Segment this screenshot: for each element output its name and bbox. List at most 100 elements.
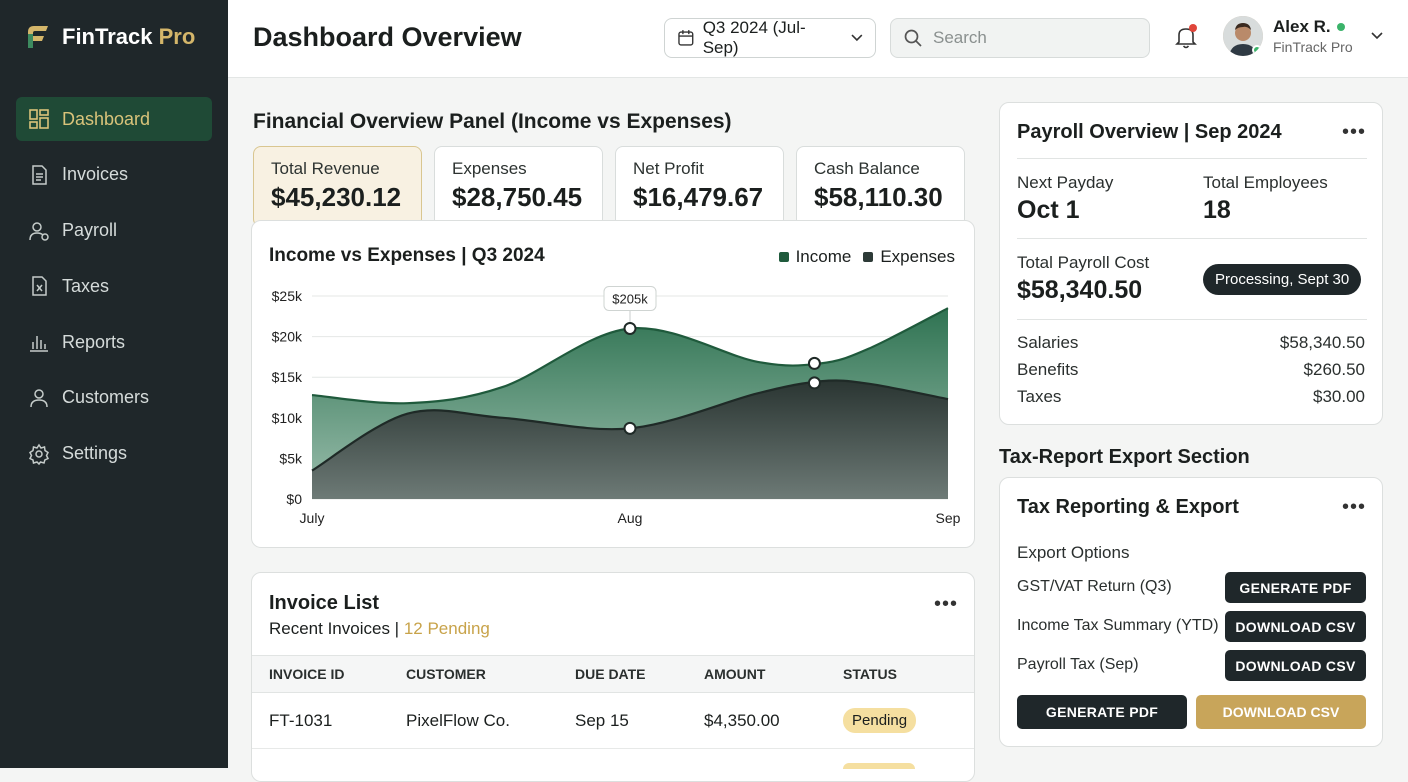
status-dot-icon [1336, 23, 1345, 31]
more-options-icon[interactable]: ••• [934, 593, 959, 615]
y-tick-label: $10k [272, 410, 303, 426]
data-point-marker [807, 356, 821, 370]
stat-value: $58,110.30 [814, 182, 943, 212]
legend-item-income[interactable]: Income [778, 247, 852, 267]
sidebar-item-label: Taxes [62, 275, 110, 296]
invoice-icon [32, 165, 47, 185]
area-chart: $25k $20k $15k $10k $5k $0 July Aug Sep $205k [272, 285, 961, 526]
table-row[interactable]: FT-1031 PixelFlow Co. Sep 15 $4,350.00 P… [252, 693, 974, 749]
column-header[interactable]: DUE DATE [575, 666, 646, 682]
search-box[interactable] [890, 18, 1150, 58]
stat-label: Expenses [452, 159, 527, 178]
chevron-down-icon [851, 34, 863, 42]
column-header[interactable]: AMOUNT [704, 666, 766, 682]
data-point-marker [623, 321, 637, 335]
sidebar-item-label: Dashboard [62, 108, 151, 129]
data-point-marker [623, 421, 637, 435]
y-tick-label: $20k [272, 329, 303, 345]
next-payday-label: Next Payday [1017, 173, 1114, 192]
divider [1017, 158, 1367, 159]
payroll-cost-label: Total Payroll Cost [1017, 253, 1150, 272]
stat-value: $16,479.67 [633, 182, 764, 212]
brand-logo[interactable]: FinTrack Pro [24, 22, 195, 52]
sidebar-item-taxes[interactable]: Taxes [16, 264, 212, 308]
tax-export-card: Tax Reporting & Export ••• Export Option… [999, 477, 1383, 747]
stat-cash-balance[interactable]: Cash Balance $58,110.30 [796, 146, 965, 227]
chevron-down-icon [1371, 32, 1383, 40]
payroll-line-value: $30.00 [1313, 387, 1365, 406]
sidebar-item-dashboard[interactable]: Dashboard [16, 97, 212, 141]
notifications-button[interactable] [1174, 24, 1198, 50]
y-tick-label: $15k [272, 369, 303, 385]
stat-total-revenue[interactable]: Total Revenue $45,230.12 [253, 146, 422, 227]
sidebar-item-settings[interactable]: Settings [16, 432, 212, 476]
stat-expenses[interactable]: Expenses $28,750.45 [434, 146, 603, 227]
invoice-list-title: Invoice List [269, 592, 380, 614]
download-csv-button[interactable]: DOWNLOAD CSV [1225, 611, 1366, 642]
notification-dot [1189, 24, 1197, 32]
more-options-icon[interactable]: ••• [1342, 121, 1367, 143]
data-point-marker [807, 376, 821, 390]
bell-icon [1175, 28, 1197, 49]
user-menu[interactable]: Alex R. FinTrack Pro [1223, 16, 1383, 56]
generate-pdf-button[interactable]: GENERATE PDF [1225, 572, 1366, 603]
search-input[interactable] [933, 28, 1133, 48]
table-row[interactable] [252, 749, 974, 781]
y-tick-label: $25k [272, 288, 303, 304]
download-csv-button[interactable]: DOWNLOAD CSV [1225, 650, 1366, 681]
sidebar-nav: Dashboard Invoices Payroll Taxes Reports… [16, 97, 212, 488]
export-row-label: GST/VAT Return (Q3) [1017, 578, 1172, 595]
sidebar-item-label: Reports [62, 331, 126, 352]
sidebar-item-customers[interactable]: Customers [16, 376, 212, 420]
customers-icon [30, 389, 48, 408]
column-header[interactable]: CUSTOMER [406, 666, 486, 682]
legend-label: Income [795, 247, 852, 266]
sidebar-item-label: Customers [62, 387, 150, 408]
stat-net-profit[interactable]: Net Profit $16,479.67 [615, 146, 784, 227]
payroll-overview-card: Payroll Overview | Sep 2024 ••• Next Pay… [999, 102, 1383, 425]
divider [1017, 238, 1367, 239]
top-bar: Dashboard Overview Q3 2024 (Jul-Sep) Ale… [228, 0, 1408, 78]
payroll-line-label: Taxes [1017, 387, 1062, 406]
chart-title: Income vs Expenses | Q3 2024 [269, 245, 545, 266]
legend-item-expenses[interactable]: Expenses [863, 247, 955, 267]
sidebar-item-payroll[interactable]: Payroll [16, 209, 212, 253]
sidebar-item-label: Invoices [62, 164, 129, 185]
table-header: INVOICE ID CUSTOMER DUE DATE AMOUNT STAT… [252, 655, 974, 693]
user-photo-icon [1223, 16, 1263, 56]
download-csv-all-button[interactable]: DOWNLOAD CSV [1196, 695, 1366, 729]
user-name: Alex R. [1273, 17, 1353, 37]
payroll-cost-value: $58,340.50 [1017, 276, 1143, 304]
invoice-amount: $4,350.00 [704, 710, 780, 730]
pending-count[interactable]: 12 Pending [403, 619, 490, 638]
stat-label: Total Revenue [271, 159, 380, 178]
stat-value: $28,750.45 [452, 182, 583, 212]
legend-swatch [863, 252, 874, 262]
generate-pdf-all-button[interactable]: GENERATE PDF [1017, 695, 1187, 729]
settings-icon [28, 443, 50, 465]
chart-legend: Income Expenses [778, 247, 955, 267]
payroll-line-label: Salaries [1017, 333, 1079, 352]
y-tick-label: $5k [279, 450, 303, 466]
user-org: FinTrack Pro [1273, 39, 1353, 55]
export-row-label: Payroll Tax (Sep) [1017, 656, 1139, 673]
avatar [1223, 16, 1263, 56]
payroll-status-badge: Processing, Sept 30 [1203, 264, 1362, 295]
export-options-label: Export Options [1017, 543, 1130, 562]
column-header[interactable]: STATUS [843, 666, 897, 682]
sidebar-item-reports[interactable]: Reports [16, 320, 212, 364]
dashboard-icon [29, 109, 49, 129]
legend-label: Expenses [880, 247, 955, 266]
period-selector[interactable]: Q3 2024 (Jul-Sep) [664, 18, 876, 58]
more-options-icon[interactable]: ••• [1342, 496, 1367, 518]
page-title: Dashboard Overview [253, 22, 522, 52]
payroll-line-value: $260.50 [1303, 360, 1365, 379]
sidebar-item-label: Payroll [62, 220, 118, 241]
status-badge: Pending [843, 708, 917, 733]
x-tick-label: July [300, 510, 325, 526]
column-header[interactable]: INVOICE ID [269, 666, 345, 682]
line-expenses [311, 379, 949, 472]
payroll-line-label: Benefits [1017, 360, 1079, 379]
sidebar-item-invoices[interactable]: Invoices [16, 153, 212, 197]
payroll-icon [29, 221, 49, 241]
